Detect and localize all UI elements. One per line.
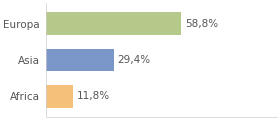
Text: 58,8%: 58,8% [185,18,218,29]
Text: 29,4%: 29,4% [117,55,150,65]
Bar [46,85,73,108]
Bar [46,49,113,71]
Bar [46,12,181,35]
Text: 11,8%: 11,8% [76,91,109,102]
